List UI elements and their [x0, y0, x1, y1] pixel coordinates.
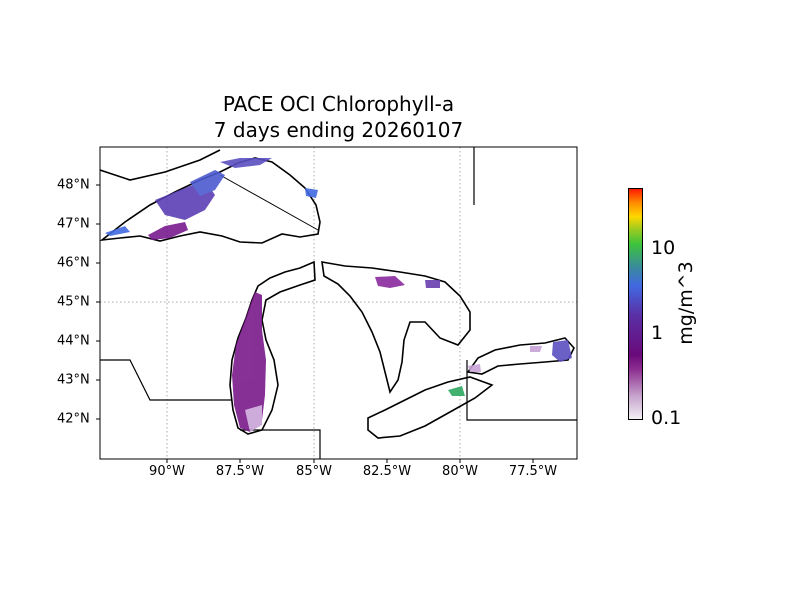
y-tick-label: 42°N: [57, 411, 90, 427]
state-border-east: [466, 360, 577, 421]
y-tick-label: 44°N: [57, 333, 90, 349]
map-frame: [99, 146, 578, 460]
colorbar: [628, 188, 643, 420]
data-superior-north: [220, 158, 272, 168]
data-michigan-south: [245, 405, 262, 432]
data-ontario-mid: [530, 346, 542, 352]
lake-michigan: [229, 260, 316, 435]
data-huron: [375, 276, 405, 288]
data-ontario-west: [468, 364, 481, 372]
plot-title-line1: PACE OCI Chlorophyll-a: [222, 92, 455, 116]
data-superior-tip: [105, 226, 130, 236]
x-tick-label: 77.5°W: [508, 464, 558, 479]
x-tick-label: 80°W: [442, 464, 478, 479]
data-erie-east: [448, 386, 465, 396]
data-superior-south: [148, 222, 188, 240]
lake-ontario: [466, 337, 575, 375]
colorbar-tick-label: 10: [651, 237, 676, 259]
y-tick-label: 47°N: [57, 216, 90, 232]
x-tick-label: 87.5°W: [215, 464, 265, 479]
coastline-north: [100, 149, 221, 181]
y-tick-label: 46°N: [57, 255, 90, 271]
lake-erie: [367, 376, 494, 439]
plot-title-line2: 7 days ending 20260107: [213, 118, 464, 142]
chlorophyll-data: [105, 158, 572, 432]
lake-outlines: [100, 147, 577, 459]
colorbar-tick-label: 0.1: [651, 407, 682, 429]
data-superior-east: [305, 188, 318, 198]
state-border-south: [240, 429, 321, 459]
data-michigan: [232, 292, 266, 432]
data-superior-mid: [190, 170, 225, 196]
data-ontario-east: [552, 340, 572, 362]
colorbar-tick-label: 1: [651, 322, 664, 344]
y-tick-label: 48°N: [57, 177, 90, 193]
x-tick-label: 82.5°W: [362, 464, 412, 479]
data-huron-east: [425, 280, 440, 288]
y-tick-label: 45°N: [57, 294, 90, 310]
tick-marks: [96, 184, 534, 463]
x-tick-label: 85°W: [296, 464, 332, 479]
colorbar-label: mg/m^3: [675, 261, 697, 345]
border-us-canada: [219, 174, 319, 231]
y-tick-label: 43°N: [57, 372, 90, 388]
lake-huron: [321, 261, 471, 394]
x-tick-label: 90°W: [149, 464, 185, 479]
state-border: [100, 359, 232, 401]
